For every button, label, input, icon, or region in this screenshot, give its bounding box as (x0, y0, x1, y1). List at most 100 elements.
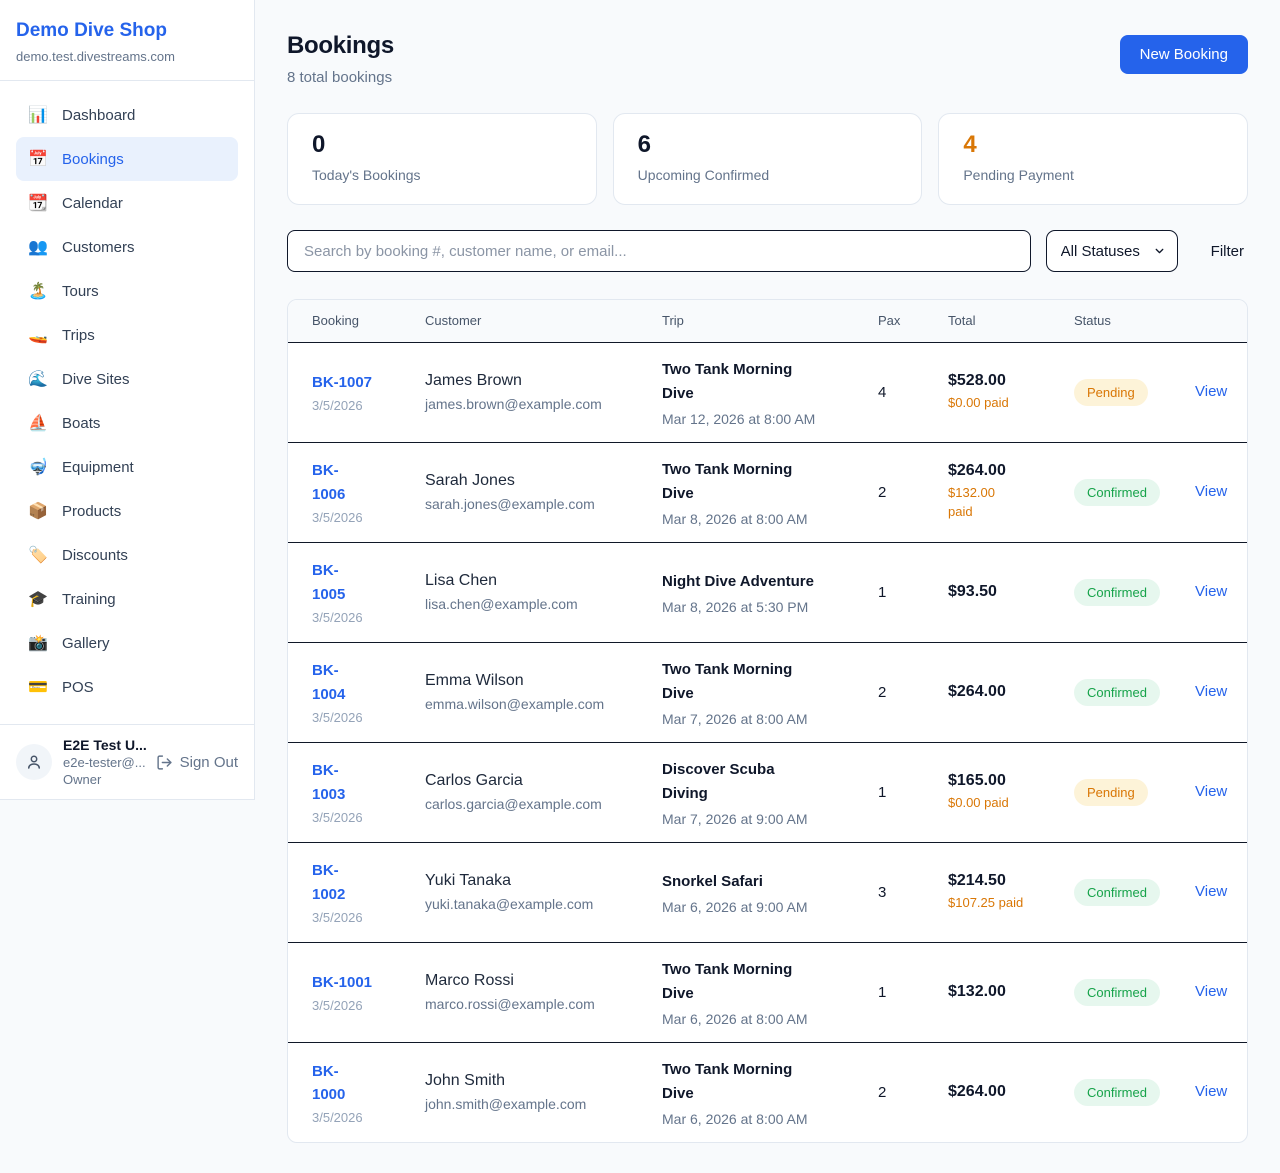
view-link[interactable]: View (1195, 1083, 1228, 1101)
booking-id-link[interactable]: BK-1001 (312, 973, 373, 991)
trip-time: Mar 6, 2026 at 8:00 AM (662, 1010, 808, 1027)
trip-time: Mar 7, 2026 at 9:00 AM (662, 810, 808, 827)
sidebar-item-discounts[interactable]: 🏷️ Discounts (16, 533, 238, 577)
booking-id-link[interactable]: BK- 1006 (312, 462, 346, 503)
booking-id-link[interactable]: BK- 1004 (312, 662, 346, 703)
status-badge: Confirmed (1074, 678, 1160, 706)
page-header: Bookings 8 total bookings New Booking (287, 32, 1248, 86)
stat-label: Pending Payment (963, 167, 1074, 183)
people-icon: 👥 (28, 239, 48, 256)
filters-row: All Statuses Filter (287, 230, 1248, 272)
sidebar-item-label: Tours (62, 282, 99, 300)
bookings-table-body: BK-1007 3/5/2026 James Brown james.brown… (288, 342, 1247, 1142)
sidebar-item-trips[interactable]: 🚤 Trips (16, 313, 238, 357)
booking-id-link[interactable]: BK- 1000 (312, 1062, 346, 1103)
sidebar-item-label: Customers (62, 238, 135, 256)
column-header-booking: Booking (288, 300, 425, 343)
table-row: BK- 1003 3/5/2026 Carlos Garcia carlos.g… (288, 742, 1247, 843)
sidebar-item-boats[interactable]: ⛵ Boats (16, 401, 238, 445)
tag-icon: 🏷️ (28, 547, 48, 564)
customer-name: James Brown (425, 372, 522, 389)
pax-count: 1 (878, 542, 948, 643)
sidebar-item-dive-sites[interactable]: 🌊 Dive Sites (16, 357, 238, 401)
table-row: BK- 1000 3/5/2026 John Smith john.smith@… (288, 1042, 1247, 1142)
view-link[interactable]: View (1195, 383, 1228, 400)
brand-block: Demo Dive Shop demo.test.divestreams.com (0, 0, 254, 81)
sidebar-item-calendar[interactable]: 📆 Calendar (16, 181, 238, 225)
customer-email: john.smith@example.com (425, 1096, 587, 1113)
status-badge: Pending (1074, 778, 1148, 806)
status-select[interactable]: All Statuses (1045, 230, 1178, 272)
sidebar-item-products[interactable]: 📦 Products (16, 489, 238, 533)
customer-email: sarah.jones@example.com (425, 496, 595, 512)
customer-name: Marco Rossi (425, 972, 514, 989)
sidebar-item-training[interactable]: 🎓 Training (16, 577, 238, 621)
amount-paid: $107.25 paid (948, 894, 1024, 910)
booking-date: 3/5/2026 (312, 509, 363, 525)
booking-id-link[interactable]: BK- 1002 (312, 862, 346, 903)
sidebar-item-pos[interactable]: 💳 POS (16, 665, 238, 709)
booking-date: 3/5/2026 (312, 398, 363, 414)
customer-email: yuki.tanaka@example.com (425, 896, 594, 912)
booking-id-link[interactable]: BK- 1003 (312, 762, 346, 803)
view-link[interactable]: View (1195, 883, 1228, 900)
view-link[interactable]: View (1195, 483, 1228, 500)
sidebar-item-equipment[interactable]: 🤿 Equipment (16, 445, 238, 489)
amount-paid: $0.00 paid (948, 794, 1009, 810)
booking-id-link[interactable]: BK- 1005 (312, 562, 346, 603)
table-row: BK-1007 3/5/2026 James Brown james.brown… (288, 342, 1247, 443)
stat-value: 6 (637, 131, 652, 158)
table-row: BK- 1005 3/5/2026 Lisa Chen lisa.chen@ex… (288, 542, 1247, 643)
user-email: e2e-tester@... (63, 755, 146, 770)
trip-name: Two Tank Morning Dive (662, 660, 793, 702)
sidebar-item-customers[interactable]: 👥 Customers (16, 225, 238, 269)
table-row: BK- 1002 3/5/2026 Yuki Tanaka yuki.tanak… (288, 842, 1247, 943)
total-bookings-count: 8 total bookings (287, 69, 393, 86)
user-name: E2E Test U... (63, 737, 147, 753)
stat-value: 4 (963, 131, 977, 158)
sidebar-item-gallery[interactable]: 📸 Gallery (16, 621, 238, 665)
booking-id-link[interactable]: BK-1007 (312, 373, 373, 391)
sidebar-item-bookings[interactable]: 📅 Bookings (16, 137, 238, 181)
total-amount: $132.00 (948, 983, 1006, 1000)
sidebar-item-label: Training (62, 590, 116, 608)
sidebar-item-label: Trips (62, 326, 95, 344)
status-badge: Confirmed (1074, 478, 1160, 506)
total-amount: $528.00 (948, 371, 1006, 389)
user-role: Owner (63, 772, 102, 787)
trip-time: Mar 12, 2026 at 8:00 AM (662, 410, 816, 427)
status-badge: Confirmed (1074, 878, 1160, 906)
view-link[interactable]: View (1195, 783, 1228, 800)
new-booking-button[interactable]: New Booking (1119, 35, 1248, 74)
amount-paid: $132.00 paid (948, 485, 995, 519)
sidebar-item-tours[interactable]: 🏝️ Tours (16, 269, 238, 313)
sidebar-item-label: POS (62, 678, 94, 696)
speedboat-icon: 🚤 (28, 327, 48, 344)
trip-time: Mar 8, 2026 at 8:00 AM (662, 510, 808, 527)
customer-email: carlos.garcia@example.com (425, 796, 602, 812)
view-link[interactable]: View (1195, 983, 1228, 1000)
table-row: BK-1001 3/5/2026 Marco Rossi marco.rossi… (288, 942, 1247, 1043)
sidebar-item-label: Gallery (62, 634, 110, 652)
customer-name: John Smith (425, 1072, 506, 1090)
trip-time: Mar 8, 2026 at 5:30 PM (662, 598, 809, 615)
customer-name: Yuki Tanaka (425, 872, 511, 889)
pax-count: 2 (878, 442, 948, 543)
status-select-wrap: All Statuses (1045, 230, 1178, 272)
total-amount: $264.00 (948, 683, 1006, 700)
sidebar-item-dashboard[interactable]: 📊 Dashboard (16, 93, 238, 137)
trip-time: Mar 6, 2026 at 9:00 AM (662, 898, 808, 915)
status-badge: Confirmed (1074, 978, 1160, 1006)
view-link[interactable]: View (1195, 583, 1228, 600)
shop-domain: demo.test.divestreams.com (16, 49, 175, 64)
trip-name: Two Tank Morning Dive (662, 360, 793, 402)
sidebar-item-label: Dive Sites (62, 370, 130, 388)
island-icon: 🏝️ (28, 283, 48, 300)
pax-count: 3 (878, 842, 948, 943)
view-link[interactable]: View (1195, 683, 1228, 700)
search-input[interactable] (287, 230, 1031, 272)
column-header-total: Total (948, 300, 1074, 343)
sign-out-button[interactable]: Sign Out (156, 754, 238, 771)
diving-mask-icon: 🤿 (28, 459, 48, 476)
filter-button[interactable]: Filter (1210, 242, 1244, 260)
